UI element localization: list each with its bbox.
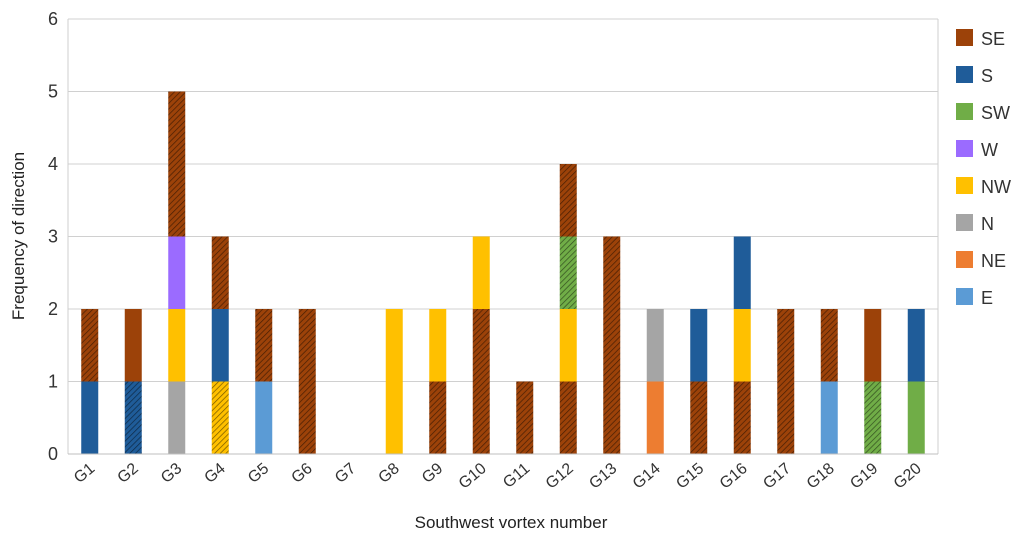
grid-lines (68, 18, 938, 455)
legend-swatch-S (956, 66, 973, 83)
legend-swatch-SE (956, 29, 973, 46)
bar-segment-G9-SE (429, 381, 447, 454)
x-tick-label: G12 (543, 460, 577, 493)
y-tick-label: 5 (48, 82, 58, 102)
x-tick-label: G7 (332, 460, 359, 487)
legend-swatch-NE (956, 251, 973, 268)
x-tick-label: G17 (760, 460, 794, 493)
bar-segment-G10-SE (472, 309, 490, 454)
bar-segment-G1-S (81, 381, 99, 454)
bar-segment-G20-S (907, 309, 925, 382)
x-tick-label: G14 (630, 460, 664, 493)
legend-label-SE: SE (981, 29, 1005, 49)
bar-segment-G3-W (168, 236, 186, 309)
bar-segment-G15-SE (690, 381, 708, 454)
bar-segment-G17-SE (777, 309, 795, 454)
bar-segment-G4-SE (211, 236, 229, 309)
x-tick-label: G1 (71, 460, 98, 487)
legend-swatch-W (956, 140, 973, 157)
legend-label-W: W (981, 140, 998, 160)
x-tick-label: G9 (419, 460, 446, 487)
bar-segment-G19-SW (864, 381, 882, 454)
legend: SE S SW W NW N NE E (956, 29, 1011, 308)
x-tick-label: G20 (891, 460, 925, 493)
x-tick-label: G15 (673, 460, 707, 493)
legend-label-NW: NW (981, 177, 1011, 197)
x-tick-label: G2 (115, 460, 142, 487)
bar-segment-G3-N (168, 381, 186, 454)
bar-segment-G18-SE (820, 309, 838, 382)
bar-segment-G12-SE (559, 164, 577, 237)
bar-segment-G1-SE (81, 309, 99, 382)
y-tick-label: 6 (48, 9, 58, 29)
bar-segment-G3-NW (168, 309, 186, 382)
bar-segment-G10-NW (472, 236, 490, 309)
bar-segment-G8-NW (385, 309, 403, 454)
bars (81, 91, 925, 454)
bar-segment-G2-S (124, 381, 142, 454)
bar-segment-G20-SW (907, 381, 925, 454)
y-tick-label: 2 (48, 299, 58, 319)
y-tick-label: 1 (48, 372, 58, 392)
x-tick-label: G18 (804, 460, 838, 493)
bar-segment-G5-SE (255, 309, 273, 382)
bar-segment-G18-E (820, 381, 838, 454)
bar-segment-G15-S (690, 309, 708, 382)
bar-segment-G6-SE (298, 309, 316, 454)
x-tick-label: G19 (847, 460, 881, 493)
bar-segment-G16-SE (733, 381, 751, 454)
y-tick-label: 3 (48, 227, 58, 247)
y-tick-label: 4 (48, 154, 58, 174)
bar-segment-G4-S (211, 309, 229, 382)
x-axis-title: Southwest vortex number (415, 513, 608, 532)
bar-segment-G9-NW (429, 309, 447, 382)
x-tick-label: G10 (456, 460, 490, 493)
legend-swatch-N (956, 214, 973, 231)
legend-label-N: N (981, 214, 994, 234)
legend-swatch-SW (956, 103, 973, 120)
y-tick-label: 0 (48, 444, 58, 464)
bar-segment-G12-NW (559, 309, 577, 382)
x-tick-label: G3 (158, 460, 185, 487)
legend-label-NE: NE (981, 251, 1006, 271)
bar-segment-G16-S (733, 236, 751, 309)
legend-label-S: S (981, 66, 993, 86)
x-tick-label: G5 (245, 460, 272, 487)
bar-segment-G14-N (646, 309, 664, 382)
bar-segment-G3-SE (168, 91, 186, 237)
bar-segment-G5-E (255, 381, 273, 454)
legend-label-E: E (981, 288, 993, 308)
bar-segment-G13-SE (603, 236, 621, 382)
x-tick-label: G8 (376, 460, 403, 487)
bar-segment-G13-SE (603, 381, 621, 454)
bar-segment-G2-SE (124, 309, 142, 382)
x-tick-label: G16 (717, 460, 751, 493)
legend-swatch-NW (956, 177, 973, 194)
bar-segment-G4-NW (211, 381, 229, 454)
bar-segment-G11-SE (516, 381, 534, 454)
bar-segment-G14-NE (646, 381, 664, 454)
bar-segment-G12-SE (559, 381, 577, 454)
x-tick-label: G6 (289, 460, 316, 487)
x-tick-label: G13 (586, 460, 620, 493)
x-tick-label: G4 (202, 460, 229, 487)
bar-segment-G12-SW (559, 236, 577, 309)
y-axis-title: Frequency of direction (9, 152, 28, 320)
bar-segment-G16-NW (733, 309, 751, 382)
legend-swatch-E (956, 288, 973, 305)
legend-label-SW: SW (981, 103, 1010, 123)
x-tick-label: G11 (500, 460, 533, 492)
bar-segment-G19-SE (864, 309, 882, 382)
